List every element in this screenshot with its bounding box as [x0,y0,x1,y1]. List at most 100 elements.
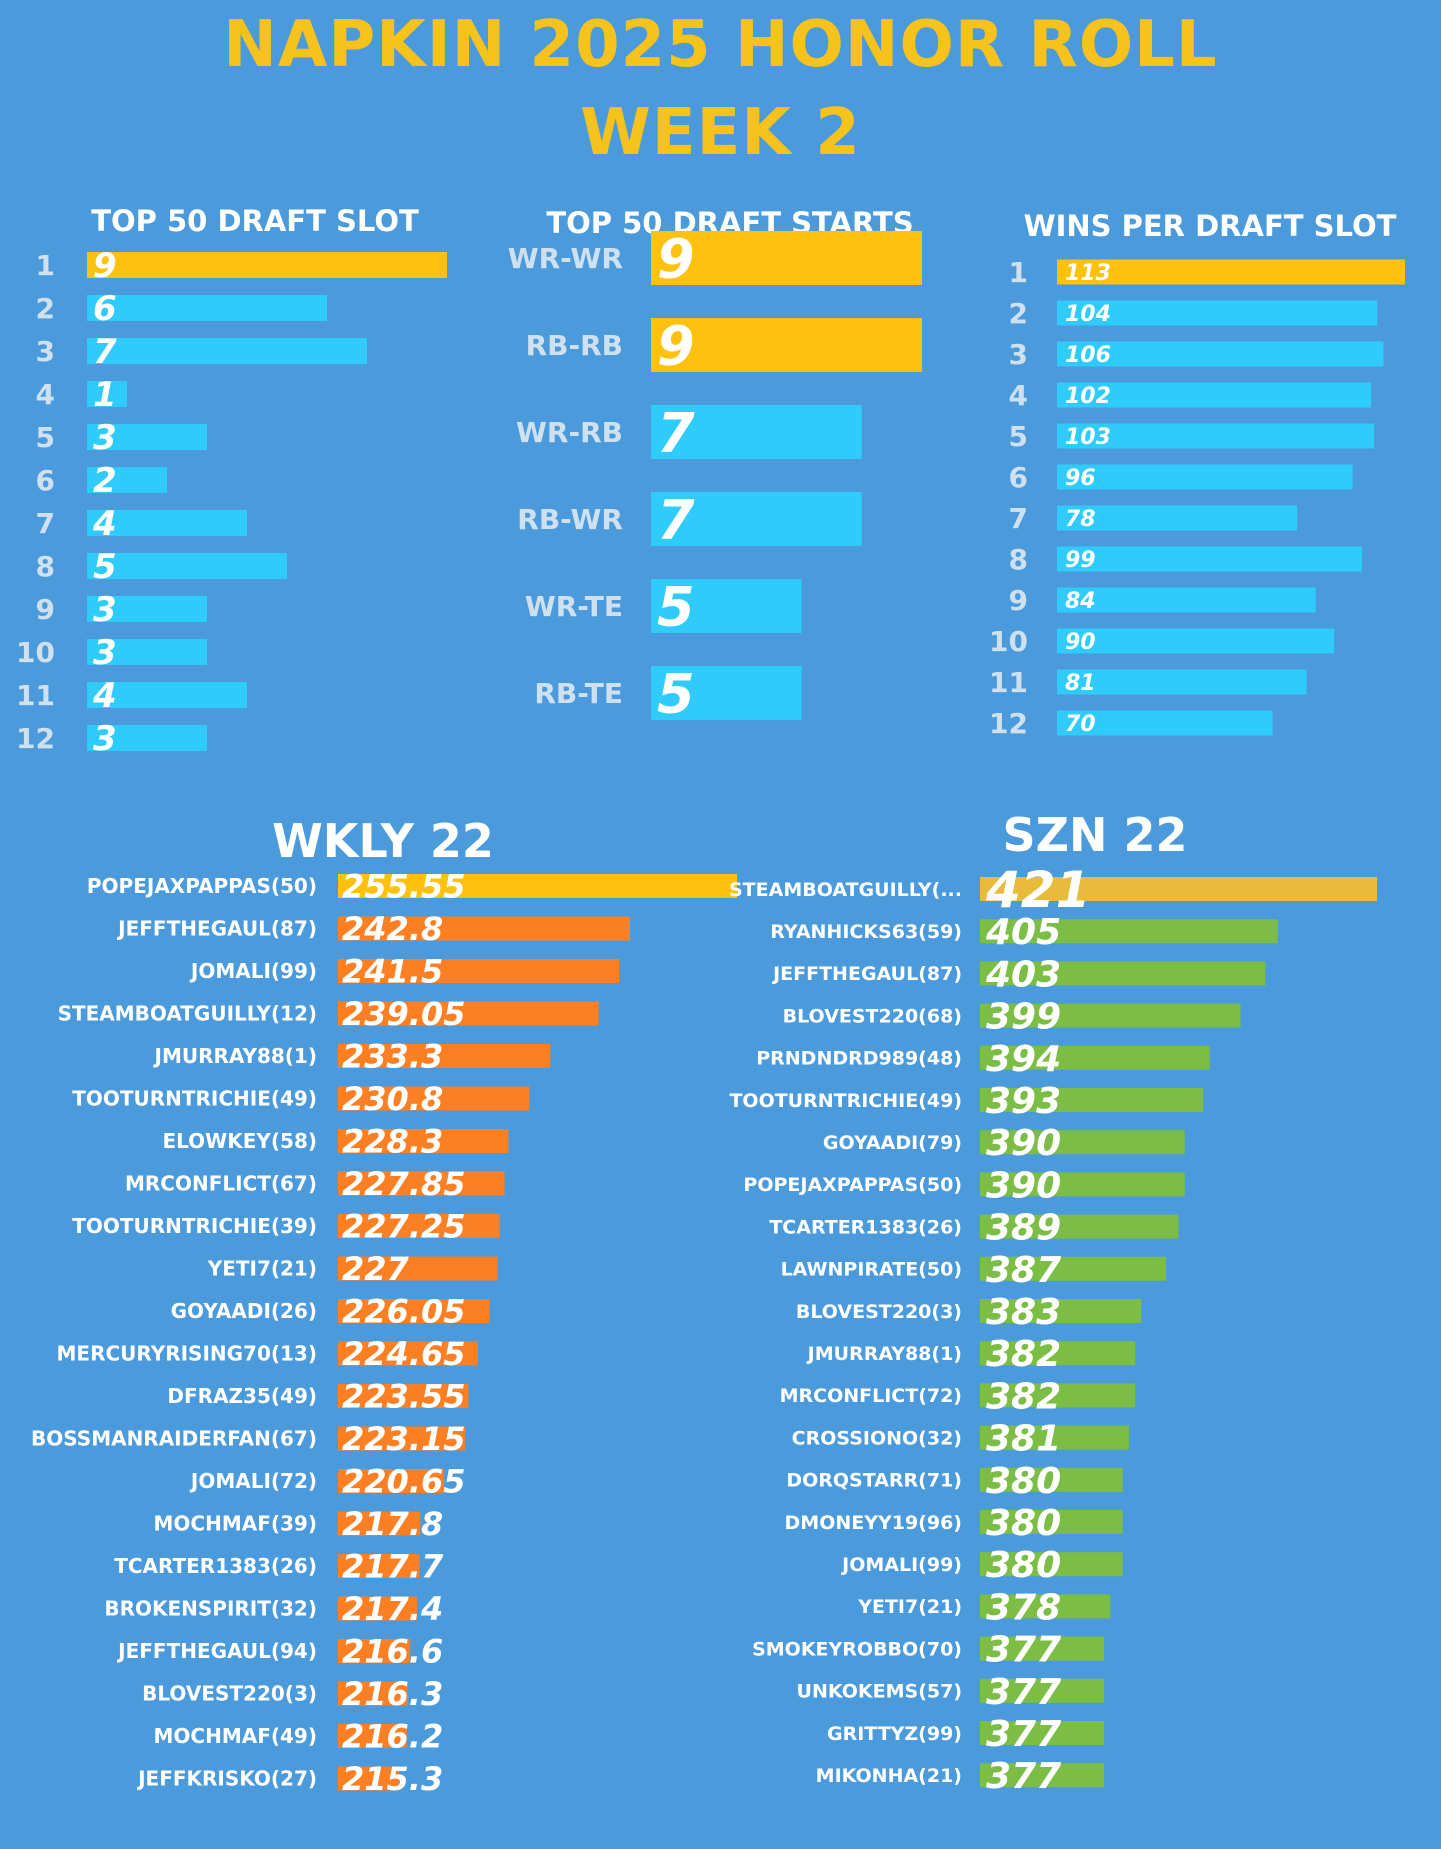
szn-value-label: 377 [986,1672,1061,1713]
starts-value-label: 7 [657,488,695,551]
wkly-category-label: TCARTER1383(26) [114,1554,317,1578]
szn-value-label: 421 [985,861,1090,919]
wkly-bar [338,1724,407,1748]
szn-category-label: GOYAADI(79) [823,1132,962,1154]
slot-bar [87,725,207,751]
slot-bar [87,682,247,708]
wins-category-label: 1 [1009,256,1028,289]
wins-bar [1057,669,1307,695]
wkly-value-label: 216.6 [342,1633,443,1671]
slot-value-label: 3 [93,633,117,673]
slot-value-label: 4 [92,676,117,716]
wins-category-label: 6 [1009,461,1028,494]
slot-value-label: 9 [93,246,117,286]
szn-category-label: UNKOKEMS(57) [797,1681,962,1703]
wkly-bar [338,1554,420,1578]
starts-bar [651,666,802,720]
szn-bar [980,1425,1129,1450]
wins-value-label: 81 [1065,671,1096,696]
slot-value-label: 5 [93,547,117,587]
wkly-value-label: 239.05 [342,995,465,1033]
wkly-category-label: ELOWKEY(58) [162,1129,317,1153]
wkly-bar [338,1214,500,1238]
slot-value-label: 2 [93,461,117,501]
slot-category-label: 4 [36,378,55,411]
slot-bar [87,553,287,579]
starts-category-label: WR-TE [525,590,623,623]
wkly-category-label: BROKENSPIRIT(32) [104,1597,317,1621]
wkly-bar [338,1044,551,1068]
page-subtitle: WEEK 2 [580,96,861,170]
szn-bar [980,1594,1111,1619]
wkly-bar [338,1171,505,1196]
starts-value-label: 7 [657,401,695,464]
wkly-category-label: JEFFKRISKO(27) [136,1767,317,1791]
slot-value-label: 1 [93,375,117,415]
wkly-value-label: 226.05 [342,1293,465,1331]
wkly-bar [338,1086,530,1111]
szn-value-label: 377 [986,1714,1061,1755]
wkly-category-label: BOSSMANRAIDERFAN(67) [31,1427,317,1451]
wins-category-label: 3 [1009,338,1028,371]
wkly-value-label: 228.3 [342,1123,443,1161]
wkly-value-label: 242.8 [342,910,443,948]
szn-category-label: RYANHICKS63(59) [770,921,962,943]
slot-bar [87,596,207,622]
szn-bar [980,1341,1136,1366]
wkly-bar [338,1596,417,1621]
wkly-category-label: TOOTURNTRICHIE(49) [72,1087,317,1111]
szn-bar [980,877,1377,901]
szn-value-label: 382 [986,1334,1061,1375]
wins-value-label: 113 [1065,261,1111,286]
wins-category-label: 8 [1009,543,1028,576]
szn-bar [980,1088,1204,1112]
wkly-bar [338,1766,400,1791]
wkly-value-label: 224.65 [342,1335,465,1373]
szn-bar [980,1130,1185,1155]
starts-category-label: RB-TE [534,677,623,710]
wkly-value-label: 230.8 [342,1080,443,1118]
wkly-bar [338,1426,466,1451]
wins-category-label: 12 [989,707,1028,740]
slot-category-label: 2 [36,292,55,325]
wins-bar [1057,423,1375,449]
wins-value-label: 104 [1065,302,1111,327]
slot-value-label: 6 [93,289,117,329]
wins-bar [1057,341,1384,367]
weekly-chart-title: WKLY 22 [272,814,494,868]
wkly-category-label: GOYAADI(26) [171,1299,317,1323]
wkly-bar [338,916,631,941]
szn-category-label: DMONEYY19(96) [785,1512,962,1534]
slot-category-label: 6 [36,464,55,497]
wins-category-label: 7 [1009,502,1028,535]
wins-category-label: 11 [989,666,1028,699]
szn-bar [980,1172,1185,1197]
wins-bar [1057,628,1335,654]
wins-bar [1057,464,1353,490]
wkly-value-label: 233.3 [342,1038,443,1076]
wkly-value-label: 255.55 [342,868,465,906]
szn-category-label: LAWNPIRATE(50) [781,1259,962,1281]
starts-category-label: RB-RB [526,329,623,362]
wins-category-label: 9 [1009,584,1028,617]
starts-value-label: 5 [657,575,695,638]
szn-value-label: 393 [986,1081,1061,1122]
szn-bar [980,1678,1105,1703]
slot-bar [87,467,167,493]
szn-value-label: 381 [986,1419,1061,1460]
wkly-category-label: YETI7(21) [207,1257,317,1281]
wkly-value-label: 227 [342,1250,410,1288]
slot-category-label: 11 [16,679,55,712]
szn-bar [980,1299,1142,1323]
szn-category-label: YETI7(21) [857,1596,962,1618]
wkly-category-label: JEFFTHEGAUL(94) [116,1639,317,1663]
wins-value-label: 78 [1065,507,1096,532]
wins-category-label: 4 [1009,379,1028,412]
page-title: NAPKIN 2025 HONOR ROLL [223,8,1218,82]
slot-value-label: 4 [92,504,117,544]
wins-bar [1057,710,1273,736]
szn-category-label: STEAMBOATGUILLY(... [729,879,962,901]
szn-value-label: 390 [986,1123,1061,1164]
wkly-category-label: POPEJAXPAPPAS(50) [87,874,317,898]
